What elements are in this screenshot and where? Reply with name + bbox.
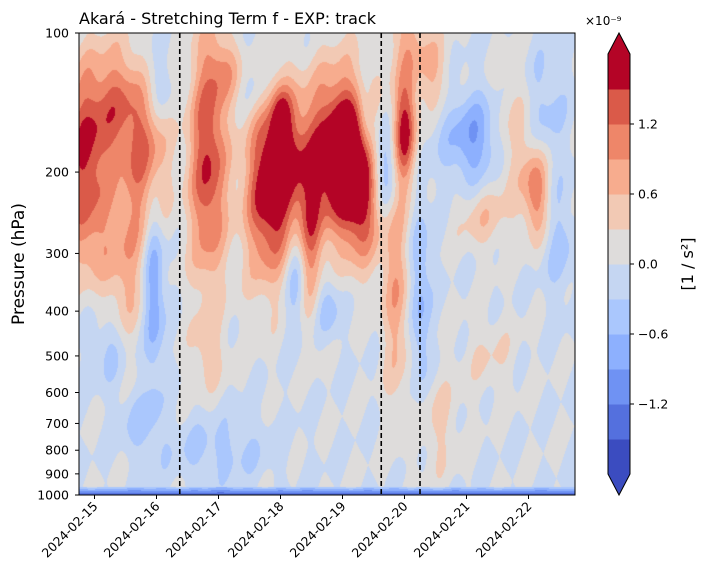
x-tick-label: 2024-02-20 [349,498,411,560]
colorbar-segment [608,334,630,370]
y-tick-label: 800 [45,443,69,458]
x-tick-label: 2024-02-16 [101,498,163,560]
x-tick-label: 2024-02-17 [163,499,225,561]
y-tick-label: 300 [45,246,69,261]
colorbar-segment [608,264,630,300]
y-axis: 100 200 300 400 500 600 700 800 900 1000 [37,26,79,503]
y-tick-label: 700 [45,416,69,431]
colorbar-segment [608,404,630,440]
colorbar-segment [608,54,630,90]
colorbar-segment [608,89,630,125]
x-axis: 2024-02-15 2024-02-16 2024-02-17 2024-02-18… [39,495,535,560]
colorbar-segment [608,159,630,195]
x-tick-label: 2024-02-19 [287,498,349,560]
colorbar-outline [607,31,631,497]
chart-title: Akará - Stretching Term f - EXP: track [79,9,377,28]
colorbar-label: [1 / s²] [678,238,697,291]
y-tick-label: 100 [45,26,69,41]
plot-frame [78,32,576,496]
y-tick-label: 500 [45,348,69,363]
colorbar-tick-label: 1.2 [638,117,658,132]
x-tick-label: 2024-02-15 [39,499,101,561]
colorbar: −1.2 −0.6 0.0 0.6 1.2 [607,31,668,497]
colorbar-segment [608,124,630,160]
y-tick-label: 400 [45,304,69,319]
colorbar-segment [608,299,630,335]
plot-area [78,32,576,496]
y-axis-label: Pressure (hPa) [9,203,29,325]
y-tick-label: 1000 [37,488,69,503]
vertical-markers [178,33,421,495]
colorbar-segment [608,194,630,230]
x-tick-label: 2024-02-22 [473,499,535,561]
x-tick-label: 2024-02-18 [225,498,287,560]
colorbar-extend-min [608,474,630,495]
contour-field [79,33,575,495]
colorbar-segment [608,229,630,265]
colorbar-segment [608,369,630,405]
x-tick-label: 2024-02-21 [411,499,473,561]
colorbar-tick-label: −0.6 [638,327,668,342]
colorbar-multiplier: ×10⁻⁹ [585,14,622,28]
colorbar-tick-label: −1.2 [638,397,668,412]
colorbar-tick-label: 0.6 [638,187,658,202]
y-tick-label: 600 [45,385,69,400]
y-tick-label: 200 [45,165,69,180]
colorbar-segment [608,439,630,475]
colorbar-extend-max [608,33,630,54]
y-tick-label: 900 [45,466,69,481]
colorbar-tick-label: 0.0 [638,257,658,272]
